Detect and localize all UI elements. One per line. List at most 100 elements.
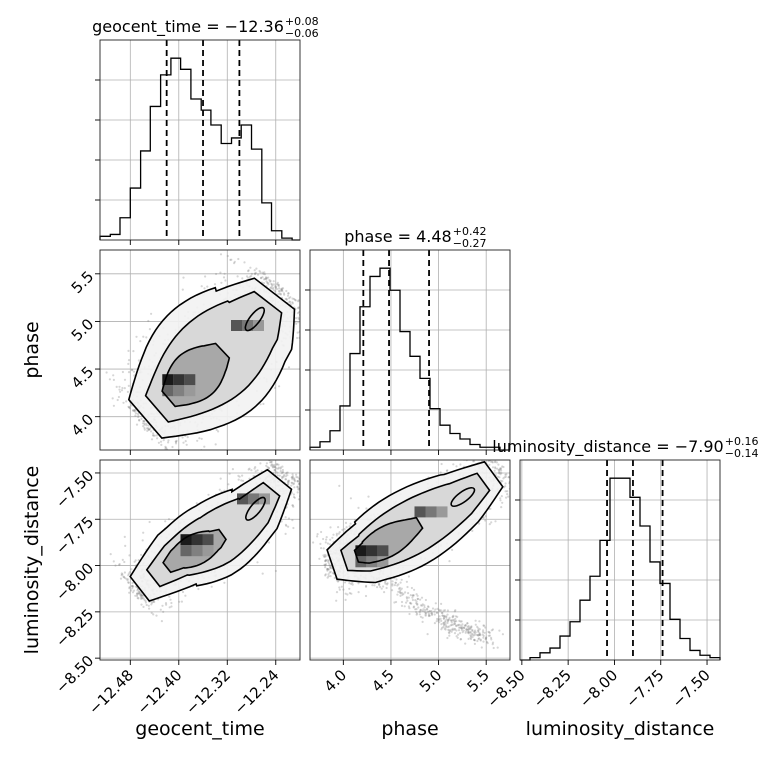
hist-frame-luminosity_distance (519, 459, 721, 661)
scatter-point (499, 473, 502, 476)
scatter-point (465, 630, 468, 633)
scatter-point (263, 457, 265, 459)
scatter-point (144, 599, 147, 603)
scatter-point (291, 519, 294, 522)
scatter-point (384, 582, 387, 585)
scatter-point (293, 496, 296, 499)
scatter-point (421, 616, 424, 619)
scatter-point (485, 636, 488, 639)
scatter-point (223, 272, 226, 275)
scatter-point (278, 292, 281, 295)
scatter-point (483, 455, 485, 457)
scatter-point (499, 497, 502, 500)
density-cell (414, 506, 426, 518)
scatter-point (182, 441, 185, 444)
scatter-point (415, 600, 418, 603)
scatter-point (324, 564, 327, 567)
scatter-point (254, 466, 257, 469)
ytick-label-phase-3: 5.5 (68, 267, 98, 297)
scatter-point (446, 469, 449, 472)
scatter-point (468, 626, 471, 629)
scatter-point (141, 422, 145, 425)
scatter-point (405, 580, 408, 583)
scatter-point (414, 608, 417, 611)
scatter-point (451, 548, 454, 552)
scatter-point (445, 624, 448, 628)
scatter-point (447, 631, 450, 634)
scatter-point (127, 572, 130, 575)
scatter-point (267, 466, 270, 470)
scatter-point (466, 622, 469, 625)
scatter-point (488, 463, 491, 466)
scatter-point (507, 476, 510, 479)
scatter-point (351, 581, 354, 584)
scatter-point (275, 463, 278, 466)
scatter-point (411, 594, 415, 597)
scatter-point (273, 469, 276, 472)
scatter-point (280, 289, 283, 292)
scatter-point (329, 526, 332, 529)
scatter-point (284, 516, 287, 519)
scatter-point (421, 604, 424, 607)
scatter-point (326, 559, 329, 562)
scatter-point (327, 568, 331, 571)
scatter-point (304, 491, 306, 493)
scatter-point (444, 628, 447, 631)
scatter-point (297, 321, 300, 324)
scatter-point (421, 609, 424, 613)
scatter-point (229, 258, 232, 261)
scatter-point (290, 484, 293, 487)
scatter-point (214, 443, 217, 446)
scatter-point (436, 617, 439, 621)
scatter-point (499, 468, 502, 471)
scatter-point (296, 312, 300, 315)
scatter-point (469, 637, 473, 641)
scatter-point (450, 621, 453, 624)
scatter-point (253, 467, 256, 470)
scatter-point (130, 585, 133, 588)
scatter-point (434, 608, 437, 611)
scatter-point (325, 536, 328, 539)
scatter-point (454, 609, 457, 612)
scatter-point (298, 482, 300, 485)
scatter-point (473, 630, 476, 633)
scatter-point (391, 580, 394, 583)
scatter-point (476, 625, 479, 629)
scatter-point (398, 586, 401, 590)
scatter-point (140, 553, 143, 557)
scatter-point (467, 628, 470, 631)
scatter-point (464, 624, 467, 627)
scatter-point (168, 595, 171, 598)
scatter-point (167, 441, 170, 444)
scatter-point (400, 587, 403, 590)
scatter-point (357, 506, 360, 509)
scatter-point (123, 571, 126, 574)
ytick-label-luminosity_distance-0: −8.50 (52, 652, 97, 697)
scatter-point (317, 340, 319, 342)
scatter-point (484, 515, 487, 518)
scatter-point (150, 603, 153, 606)
scatter-point (471, 628, 474, 632)
scatter-point (198, 437, 201, 440)
scatter-point (406, 585, 409, 589)
scatter-point (159, 608, 162, 611)
scatter-point (481, 630, 485, 634)
contour-line-mid (144, 290, 283, 423)
scatter-point (435, 611, 438, 614)
scatter-point (298, 477, 300, 480)
xtick-label-phase-3: 5.5 (463, 666, 493, 696)
scatter-point (455, 624, 458, 627)
scatter-point (288, 300, 292, 304)
scatter-point (135, 335, 138, 338)
scatter-point (440, 611, 443, 615)
ytick-label-luminosity_distance-3: −7.75 (52, 513, 97, 558)
scatter-point (125, 577, 128, 580)
scatter-point (460, 620, 463, 623)
scatter-point (296, 486, 299, 489)
density-cell (425, 506, 437, 518)
scatter-point (270, 460, 273, 463)
scatter-point (248, 275, 252, 278)
scatter-point (152, 432, 155, 435)
scatter-point (324, 560, 327, 563)
scatter-point (426, 633, 429, 636)
